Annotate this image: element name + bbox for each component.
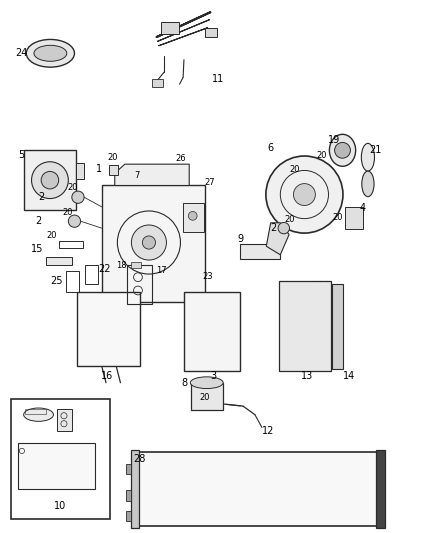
Text: 20: 20 bbox=[200, 393, 210, 401]
Bar bbox=[205, 28, 217, 37]
Bar bbox=[25, 409, 46, 414]
Circle shape bbox=[335, 142, 350, 158]
Circle shape bbox=[278, 222, 290, 234]
Bar bbox=[376, 450, 385, 528]
Bar bbox=[279, 281, 331, 371]
Bar bbox=[332, 284, 343, 369]
Bar bbox=[240, 244, 280, 259]
Text: 1: 1 bbox=[95, 165, 102, 174]
Text: 13: 13 bbox=[300, 372, 313, 381]
Bar bbox=[24, 150, 76, 210]
Text: 20: 20 bbox=[285, 215, 295, 224]
Bar bbox=[109, 165, 118, 175]
Bar bbox=[11, 399, 110, 519]
Polygon shape bbox=[266, 223, 289, 255]
Text: 20: 20 bbox=[46, 231, 57, 240]
Bar bbox=[76, 163, 84, 179]
Bar bbox=[127, 265, 152, 304]
Circle shape bbox=[188, 212, 197, 220]
Bar bbox=[191, 383, 223, 410]
Text: 28: 28 bbox=[133, 455, 145, 464]
Ellipse shape bbox=[24, 408, 53, 422]
Text: 2: 2 bbox=[35, 216, 42, 226]
Circle shape bbox=[41, 172, 59, 189]
Text: 5: 5 bbox=[18, 150, 24, 159]
Text: 6: 6 bbox=[268, 143, 274, 153]
Bar bbox=[137, 452, 377, 526]
Text: 10: 10 bbox=[54, 502, 67, 511]
Text: 21: 21 bbox=[370, 146, 382, 155]
Text: 18: 18 bbox=[117, 261, 127, 270]
Bar bbox=[85, 265, 98, 284]
Bar bbox=[183, 203, 204, 232]
Text: 20: 20 bbox=[289, 165, 300, 174]
Text: 8: 8 bbox=[182, 378, 188, 387]
Circle shape bbox=[266, 156, 343, 233]
Text: 27: 27 bbox=[204, 178, 215, 187]
Text: 24: 24 bbox=[15, 49, 27, 58]
Text: 25: 25 bbox=[50, 277, 62, 286]
Ellipse shape bbox=[34, 45, 67, 61]
Circle shape bbox=[293, 183, 315, 206]
Text: 15: 15 bbox=[31, 245, 43, 254]
Text: 2: 2 bbox=[39, 192, 45, 202]
Circle shape bbox=[131, 225, 166, 260]
Circle shape bbox=[68, 215, 81, 228]
Ellipse shape bbox=[190, 377, 223, 389]
Text: 20: 20 bbox=[67, 183, 78, 192]
Bar bbox=[126, 464, 131, 474]
Bar bbox=[131, 262, 141, 268]
Bar bbox=[59, 241, 83, 248]
Text: 9: 9 bbox=[237, 234, 243, 244]
Text: 3: 3 bbox=[211, 372, 217, 381]
Text: 12: 12 bbox=[262, 426, 274, 435]
Bar bbox=[126, 490, 131, 501]
Text: 20: 20 bbox=[63, 208, 73, 216]
Text: 16: 16 bbox=[101, 371, 113, 381]
Bar bbox=[46, 257, 72, 265]
Text: 19: 19 bbox=[328, 135, 340, 144]
Bar bbox=[126, 511, 131, 521]
Bar bbox=[152, 79, 163, 87]
Text: 26: 26 bbox=[175, 155, 186, 163]
Text: 7: 7 bbox=[134, 172, 139, 180]
Text: 14: 14 bbox=[343, 372, 356, 381]
Bar bbox=[57, 409, 72, 431]
Text: 20: 20 bbox=[317, 151, 327, 160]
Text: 20: 20 bbox=[108, 153, 118, 161]
Ellipse shape bbox=[26, 39, 74, 67]
Text: 23: 23 bbox=[203, 272, 213, 280]
Circle shape bbox=[142, 236, 155, 249]
Bar bbox=[18, 443, 95, 489]
Text: 11: 11 bbox=[212, 74, 224, 84]
Bar bbox=[102, 185, 205, 302]
Bar bbox=[77, 292, 140, 366]
Bar bbox=[345, 207, 363, 229]
Text: 17: 17 bbox=[156, 266, 166, 275]
Circle shape bbox=[72, 191, 84, 204]
Text: 4: 4 bbox=[360, 203, 366, 213]
Ellipse shape bbox=[362, 171, 374, 197]
Ellipse shape bbox=[329, 134, 356, 166]
Bar bbox=[66, 271, 79, 292]
Text: 2: 2 bbox=[271, 223, 277, 233]
Ellipse shape bbox=[361, 143, 374, 171]
Text: 22: 22 bbox=[98, 264, 110, 274]
Circle shape bbox=[32, 161, 68, 199]
Polygon shape bbox=[115, 164, 189, 185]
Bar bbox=[161, 22, 179, 34]
Bar bbox=[131, 450, 139, 528]
Text: 20: 20 bbox=[332, 213, 343, 222]
Bar bbox=[184, 292, 240, 371]
